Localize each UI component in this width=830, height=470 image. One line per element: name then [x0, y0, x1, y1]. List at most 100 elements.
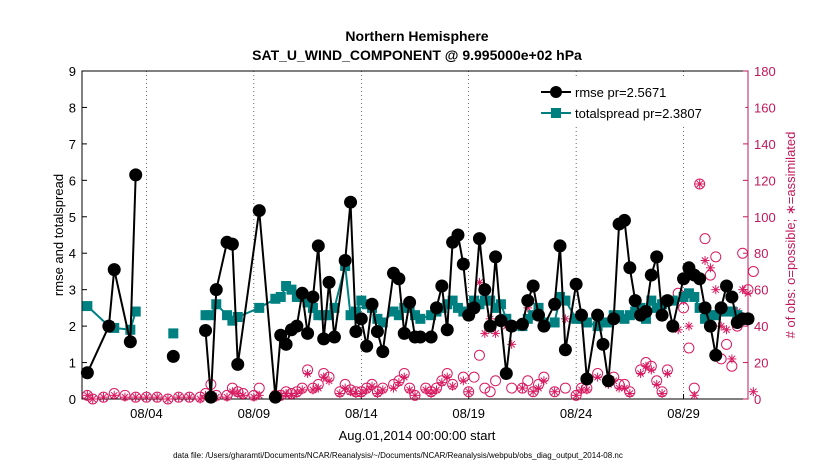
- x-gridlines: [146, 71, 684, 399]
- asterisk-stroke: [690, 391, 698, 399]
- totalspread-point: [388, 306, 399, 317]
- obs-possible-point: [409, 389, 421, 401]
- asterisk-stroke: [83, 391, 91, 399]
- rmse-point: [231, 357, 245, 371]
- totalspread-point: [592, 321, 603, 332]
- rmse-point: [327, 330, 341, 344]
- obs-assimilated-point: [593, 372, 603, 382]
- obs-assimilated-point: [340, 383, 350, 393]
- asterisk-stroke: [347, 388, 355, 396]
- legend: rmse pr=2.5671 totalspread pr=2.3807: [536, 77, 746, 127]
- left-y-tick-label: 1: [69, 356, 76, 371]
- asterisk-stroke: [443, 373, 451, 381]
- x-tick-label: 08/14: [345, 406, 378, 421]
- right-y-tick-label: 160: [754, 100, 776, 115]
- data-file-footnote: data file: /Users/gharamti/Documents/NCA…: [173, 451, 623, 460]
- totalspread-point: [324, 310, 335, 321]
- rmse-point: [397, 326, 411, 340]
- rmse-point: [301, 326, 315, 340]
- rmse-point: [440, 323, 454, 337]
- rmse-point: [311, 239, 325, 253]
- rmse-point: [435, 279, 449, 293]
- obs-assimilated-point: [652, 379, 662, 389]
- totalspread-point: [410, 310, 420, 321]
- obs-possible-point: [479, 382, 491, 394]
- obs-assimilated-point: [141, 392, 151, 402]
- obs-assimilated-point: [405, 385, 415, 395]
- right-y-tick-label: 20: [754, 356, 768, 371]
- legend-spread-marker: [551, 108, 561, 118]
- obs-assimilated-point: [195, 394, 205, 404]
- right-y-tick-label: 80: [754, 246, 768, 261]
- obs-assimilated-point: [448, 381, 458, 391]
- totalspread-point: [555, 291, 566, 302]
- obs-possible-point: [549, 386, 561, 398]
- rmse-point: [166, 349, 180, 363]
- rmse-point: [537, 319, 551, 333]
- totalspread-point: [200, 310, 211, 321]
- totalspread-point: [426, 310, 437, 321]
- rmse-point: [677, 272, 691, 286]
- asterisk-stroke: [540, 377, 548, 385]
- obs-assimilated-point: [372, 389, 382, 399]
- rmse-point: [526, 279, 540, 293]
- asterisk-stroke: [594, 373, 602, 381]
- obs-assimilated-point: [238, 390, 248, 400]
- totalspread-point: [302, 297, 313, 308]
- rmse-point: [628, 294, 642, 308]
- obs-possible-point: [130, 391, 142, 403]
- obs-assimilated-point: [442, 372, 452, 382]
- rmse-point: [558, 343, 572, 357]
- asterisk-stroke: [663, 369, 671, 377]
- totalspread-point: [222, 310, 233, 321]
- x-axis-label: Aug.01,2014 00:00:00 start: [339, 428, 496, 443]
- rmse-point: [279, 337, 293, 351]
- obs-assimilated-point: [582, 385, 592, 395]
- totalspread-point: [232, 312, 243, 322]
- obs-assimilated-point: [303, 368, 313, 378]
- right-y-axis-ticks: 0 20 40 60 80 100 120 140 160 180: [743, 64, 776, 407]
- asterisk-stroke: [438, 379, 446, 387]
- left-y-axis-label: rmse and totalspread: [51, 174, 66, 296]
- rmse-point: [225, 237, 239, 251]
- rmse-point: [693, 272, 707, 286]
- legend-rmse-label: rmse pr=2.5671: [575, 85, 666, 100]
- asterisk-stroke: [712, 286, 720, 294]
- obs-assimilated-point: [705, 263, 715, 273]
- rmse-point: [268, 390, 282, 404]
- obs-assimilated-point: [362, 385, 372, 395]
- rmse-point: [655, 308, 669, 322]
- obs-assimilated-point: [748, 387, 758, 397]
- obs-possible-point: [683, 342, 695, 354]
- rmse-point: [354, 312, 368, 326]
- asterisk-stroke: [352, 390, 360, 398]
- rmse-point: [199, 323, 213, 337]
- totalspread-point: [726, 306, 737, 317]
- rmse-point: [607, 312, 621, 326]
- legend-rmse-marker: [550, 86, 562, 98]
- right-y-axis-label: # of obs: o=possible; ∗=assimilated: [783, 132, 798, 339]
- obs-assimilated-point: [426, 389, 436, 399]
- totalspread-point: [270, 293, 281, 304]
- obs-possible-point: [570, 389, 582, 401]
- asterisk-stroke: [304, 369, 312, 377]
- asterisk-stroke: [99, 393, 107, 401]
- asterisk-stroke: [427, 390, 435, 398]
- asterisk-stroke: [583, 386, 591, 394]
- obs-possible-point: [737, 247, 749, 259]
- rmse-point: [489, 250, 503, 264]
- totalspread-point: [522, 313, 533, 324]
- asterisk-stroke: [647, 366, 655, 374]
- obs-assimilated-point: [421, 385, 431, 395]
- rmse-point: [376, 345, 390, 359]
- totalspread-point: [624, 310, 635, 321]
- asterisk-stroke: [432, 386, 440, 394]
- totalspread-point: [490, 302, 501, 313]
- asterisk-stroke: [121, 393, 129, 401]
- obs-assimilated-point: [657, 389, 667, 399]
- rmse-point: [413, 330, 427, 344]
- obs-possible-point: [516, 382, 528, 394]
- rmse-point: [714, 301, 728, 315]
- obs-assimilated-point: [319, 372, 329, 382]
